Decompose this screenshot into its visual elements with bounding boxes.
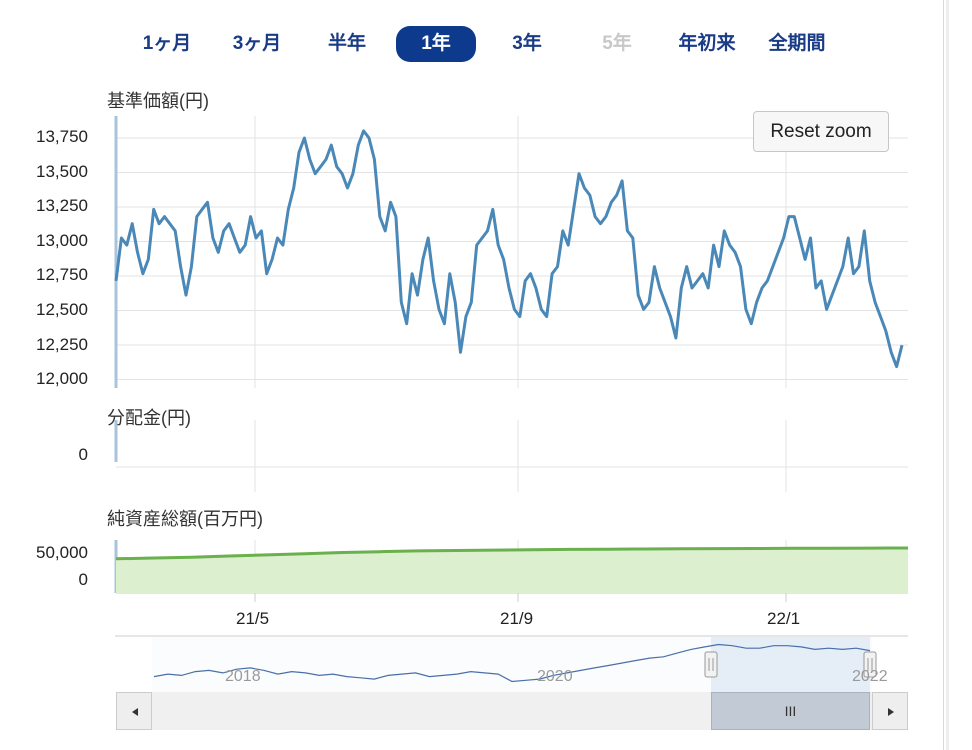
distribution-chart-title: 分配金(円): [107, 408, 191, 428]
tab-3-months[interactable]: 3ヶ月: [232, 33, 282, 54]
x-axis-tick: 21/9: [500, 609, 534, 628]
navigator-left-handle[interactable]: [704, 651, 718, 678]
net-assets-area: [116, 548, 908, 593]
page-edge-line: [943, 0, 944, 750]
x-axis-tick: 22/1: [767, 609, 801, 628]
price-y-tick: 12,750: [36, 265, 88, 284]
price-y-tick: 13,000: [36, 231, 88, 250]
navigator-x-tick: 2022: [852, 668, 888, 685]
tab-1-month[interactable]: 1ヶ月: [142, 33, 192, 54]
price-y-tick: 12,250: [36, 335, 88, 354]
net-assets-chart-title: 純資産総額(百万円): [107, 509, 263, 529]
navigator-background: [152, 637, 872, 692]
price-y-tick: 12,500: [36, 300, 88, 319]
tab-half-year[interactable]: 半年: [327, 33, 366, 54]
navigator-x-tick: 2020: [537, 668, 573, 685]
tab-1-year[interactable]: 1年: [396, 26, 476, 62]
navigator-right-handle[interactable]: [863, 651, 877, 678]
arrow-right-icon: [888, 708, 894, 716]
price-chart-title: 基準価額(円): [107, 91, 209, 111]
tab-year-to-date[interactable]: 年初来: [678, 33, 736, 54]
price-line: [114, 129, 904, 369]
scrollbar-grip-icon: III: [784, 703, 797, 719]
tab-3-years[interactable]: 3年: [512, 33, 542, 54]
tab-5-years: 5年: [602, 33, 632, 54]
price-y-tick: 13,750: [36, 127, 88, 146]
x-axis-tick: 21/5: [236, 609, 270, 628]
distribution-y-tick: 0: [78, 445, 88, 464]
tab-all-period[interactable]: 全期間: [768, 33, 826, 54]
price-y-tick: 12,000: [36, 369, 88, 388]
navigator-line: [153, 643, 871, 683]
scrollbar-thumb[interactable]: III: [711, 692, 870, 730]
price-y-tick: 13,500: [36, 162, 88, 181]
price-y-tick: 13,250: [36, 196, 88, 215]
net-assets-y-tick: 50,000: [36, 543, 88, 562]
scroll-right-button[interactable]: [872, 692, 908, 730]
reset-zoom-button[interactable]: Reset zoom: [753, 111, 889, 152]
range-tab-bar: 1ヶ月 3ヶ月 半年 1年 3年 5年 年初来 全期間: [0, 22, 972, 66]
scroll-left-button[interactable]: [116, 692, 152, 730]
net-assets-y-tick: 0: [78, 570, 88, 589]
navigator-x-tick: 2018: [225, 668, 261, 685]
chart-gridlines: [114, 116, 908, 602]
page-edge-shadow: [946, 0, 949, 750]
net-assets-line: [115, 546, 909, 561]
arrow-left-icon: [132, 708, 138, 716]
